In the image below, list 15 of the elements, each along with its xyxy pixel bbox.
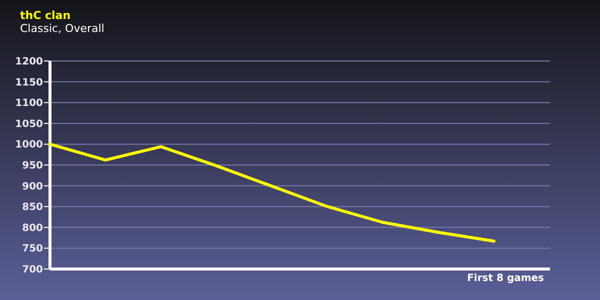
y-tick-label: 800 xyxy=(22,222,44,234)
y-tick-label: 900 xyxy=(22,181,44,192)
y-tick-label: 1150 xyxy=(15,77,44,88)
y-tick-label: 750 xyxy=(22,244,44,255)
y-tick-label: 1200 xyxy=(15,56,44,68)
y-tick-label: 1050 xyxy=(15,118,44,130)
y-tick-label: 950 xyxy=(22,160,44,172)
y-tick-label: 1000 xyxy=(15,140,44,151)
chart-title: thC clan xyxy=(20,9,71,22)
line-series xyxy=(48,142,496,243)
y-tick-label: 1100 xyxy=(15,98,44,110)
chart-subtitle: Classic, Overall xyxy=(20,22,104,35)
x-axis-title: First 8 games xyxy=(467,273,544,284)
y-tick-label: 700 xyxy=(22,264,44,276)
y-tick-label: 850 xyxy=(22,202,44,214)
